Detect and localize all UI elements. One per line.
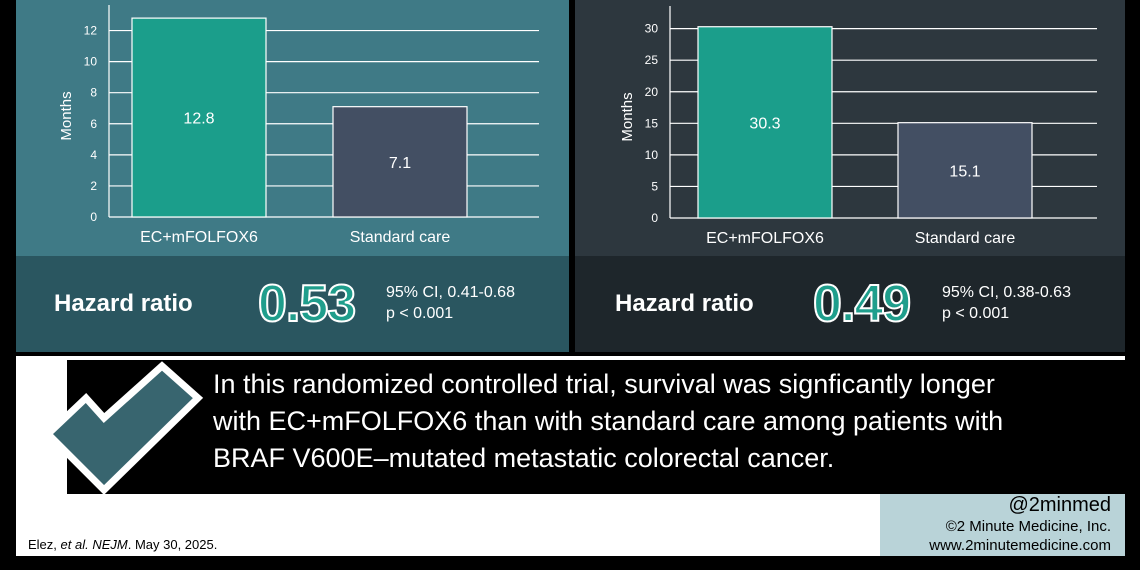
website-link[interactable]: www.2minutemedicine.com [929, 537, 1111, 554]
y-axis-label: Months [58, 91, 75, 140]
chart-panel-left: 0 2 4 6 8 10 12 Months 12.8 EC+mFOLFOX6 7.1 Standar… [16, 0, 569, 352]
data-label: 30.3 [749, 115, 780, 132]
y-tick-label: 10 [84, 55, 98, 69]
hazard-ratio-label: Hazard ratio [54, 290, 193, 317]
data-label: 7.1 [389, 155, 411, 172]
y-tick-label: 25 [645, 53, 659, 67]
y-tick-label: 0 [90, 210, 97, 224]
y-tick-label: 10 [645, 148, 659, 162]
hazard-ratio-stats: 95% CI, 0.41-0.68 p < 0.001 [386, 282, 515, 324]
y-tick-label: 6 [90, 117, 97, 131]
conclusion-line: BRAF V600E–mutated metastatic colorectal… [213, 443, 835, 473]
data-label: 12.8 [183, 111, 214, 128]
hazard-ratio-stats: 95% CI, 0.38-0.63 p < 0.001 [942, 282, 1071, 324]
confidence-interval: 95% CI, 0.41-0.68 [386, 284, 515, 301]
data-label: 15.1 [949, 163, 980, 180]
branding-box: @2minmed ©2 Minute Medicine, Inc. www.2m… [880, 494, 1125, 556]
y-tick-label: 30 [645, 22, 659, 36]
citation-etal: et al. [60, 537, 89, 552]
copyright-text: ©2 Minute Medicine, Inc. [945, 518, 1111, 535]
y-tick-label: 0 [651, 211, 658, 225]
checkmark-icon [42, 361, 204, 495]
bar [131, 17, 267, 218]
y-tick-label: 8 [90, 86, 97, 100]
y-tick-label: 15 [645, 116, 659, 130]
citation-journal: NEJM [92, 537, 128, 552]
y-tick-label: 2 [90, 179, 97, 193]
x-tick-label: EC+mFOLFOX6 [140, 229, 258, 246]
citation-date: . May 30, 2025. [127, 537, 218, 552]
y-tick-label: 20 [645, 85, 659, 99]
conclusion-text: In this randomized controlled trial, sur… [213, 366, 1113, 477]
conclusion-box [67, 360, 1125, 494]
y-tick-label: 5 [651, 179, 658, 193]
social-handle: @2minmed [1008, 494, 1111, 516]
y-axis-label: Months [619, 92, 636, 141]
y-tick-label: 12 [84, 24, 98, 38]
bar-chart-left: 0 2 4 6 8 10 12 Months 12.8 EC+mFOLFOX6 7.1 Standar… [58, 5, 539, 246]
bar [897, 122, 1033, 219]
p-value: p < 0.001 [942, 305, 1010, 322]
citation-authors: Elez, [28, 537, 61, 552]
x-tick-label: EC+mFOLFOX6 [706, 230, 824, 247]
hazard-ratio-bar-left: Hazard ratio 0.53 95% CI, 0.41-0.68 p < … [16, 256, 569, 352]
x-tick-label: Standard care [915, 230, 1016, 247]
chart-panel-right: 0 5 10 15 20 25 30 Months 30.3 EC+mFOLFOX6 15.1 Sta… [575, 0, 1125, 352]
citation: Elez, et al. NEJM. May 30, 2025. [28, 537, 217, 552]
conclusion-line: with EC+mFOLFOX6 than with standard care… [213, 406, 1004, 436]
bar [332, 106, 468, 218]
y-tick-label: 4 [90, 148, 97, 162]
x-tick-label: Standard care [350, 229, 451, 246]
bar [697, 26, 833, 219]
p-value: p < 0.001 [386, 305, 454, 322]
hazard-ratio-value: 0.49 [812, 274, 912, 334]
conclusion-line: In this randomized controlled trial, sur… [213, 369, 995, 399]
bar-chart-right: 0 5 10 15 20 25 30 Months 30.3 EC+mFOLFOX6 15.1 Sta… [619, 6, 1097, 247]
hazard-ratio-label: Hazard ratio [615, 290, 754, 317]
hazard-ratio-bar-right: Hazard ratio 0.49 95% CI, 0.38-0.63 p < … [575, 256, 1125, 352]
confidence-interval: 95% CI, 0.38-0.63 [942, 284, 1071, 301]
hazard-ratio-value: 0.53 [257, 274, 357, 334]
